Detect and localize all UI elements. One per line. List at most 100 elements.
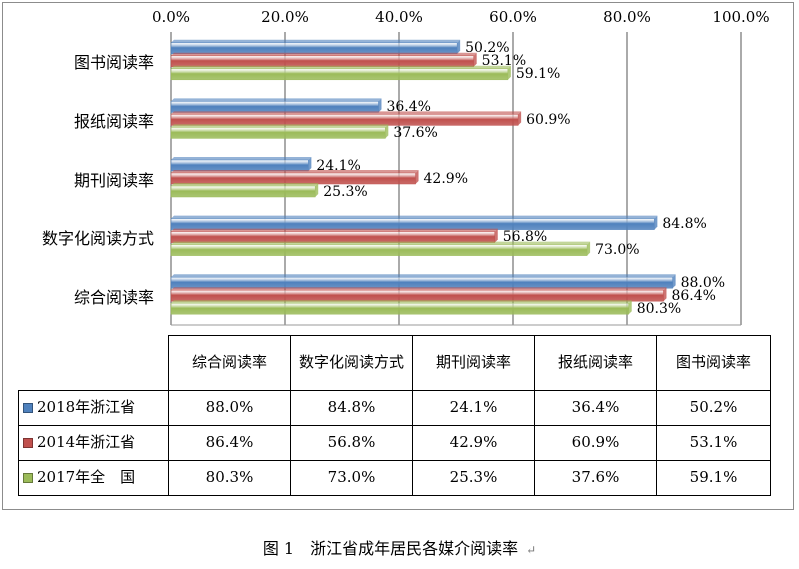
bar-1-0 (170, 55, 474, 68)
legend-entry-2018: 2018年浙江省 (18, 390, 169, 426)
legend-swatch-icon (23, 438, 33, 449)
data-table-col-header: 期刊阅读率 (412, 335, 535, 391)
bar-top-face (171, 274, 676, 278)
bar-end-face (308, 157, 312, 171)
data-table-cell: 53.1% (656, 425, 771, 461)
bar-2-0 (170, 68, 509, 81)
data-table-cell: 24.1% (412, 390, 535, 426)
x-tick-label: 0.0% (151, 8, 191, 26)
bar-value-label: 80.3% (636, 300, 682, 317)
data-table-cell: 60.9% (534, 425, 657, 461)
chart-frame (2, 2, 794, 510)
bar-end-face (654, 215, 658, 230)
data-table-corner (18, 335, 169, 391)
bar-0-2 (170, 159, 309, 172)
bar-top-face (171, 52, 477, 56)
bar-top-face (171, 287, 667, 291)
bar-end-face (315, 183, 319, 197)
bar-value-label: 25.3% (323, 183, 368, 200)
bar-top-face (171, 241, 591, 245)
bar-value-label: 88.0% (680, 274, 726, 291)
bar-end-face (518, 111, 522, 126)
bar-0-1 (170, 101, 379, 113)
bar-2-3 (170, 244, 588, 256)
data-table-cell: 37.6% (534, 460, 657, 496)
bar-2-2 (170, 185, 316, 198)
data-table-cell: 88.0% (168, 390, 291, 426)
caption-text: 图 1 浙江省成年居民各媒介阅读率 (262, 539, 519, 558)
bar-end-face (628, 300, 632, 315)
bar-top-face (171, 157, 312, 160)
y-axis-category-labels: 图书阅读率报纸阅读率期刊阅读率数字化阅读方式综合阅读率 (0, 0, 168, 330)
bar-top-face (171, 215, 658, 219)
bar-top-face (171, 65, 511, 69)
data-table-cell: 42.9% (412, 425, 535, 461)
bar-value-label: 37.6% (393, 124, 438, 141)
bar-end-face (494, 228, 498, 243)
bar-value-label: 56.8% (502, 229, 548, 246)
x-tick-label: 80.0% (603, 8, 651, 26)
bar-0-3 (170, 218, 655, 230)
bar-chart-plot (170, 32, 742, 326)
data-table-col-header: 数字化阅读方式 (290, 335, 413, 391)
bar-2-1 (170, 127, 386, 139)
category-label: 报纸阅读率 (73, 111, 154, 131)
bar-top-face (171, 124, 389, 128)
data-table-row: 2017年全 国 80.3% 73.0% 25.3% 37.6% 59.1% (18, 460, 771, 496)
bar-1-4 (170, 289, 664, 302)
bar-top-face (171, 98, 382, 102)
data-table-cell: 56.8% (290, 425, 413, 461)
data-table: 综合阅读率 数字化阅读方式 期刊阅读率 报纸阅读率 图书阅读率 2018年浙江省… (18, 335, 771, 496)
bar-end-face (587, 241, 591, 256)
data-table-header-row: 综合阅读率 数字化阅读方式 期刊阅读率 报纸阅读率 图书阅读率 (18, 335, 771, 391)
bar-value-label: 50.2% (465, 40, 510, 57)
bar-end-face (507, 65, 511, 80)
bar-value-label: 59.1% (515, 66, 561, 83)
legend-label: 2018年浙江省 (37, 398, 136, 417)
bar-end-face (473, 52, 477, 67)
data-table-cell: 84.8% (290, 390, 413, 426)
x-tick-label: 100.0% (712, 8, 770, 26)
legend-label: 2014年浙江省 (37, 433, 136, 452)
bar-1-2 (170, 172, 416, 185)
data-table-col-header: 综合阅读率 (168, 335, 291, 391)
legend-label: 2017年全 国 (37, 468, 136, 487)
category-label: 期刊阅读率 (73, 170, 154, 190)
data-table-cell: 36.4% (534, 390, 657, 426)
bar-value-label: 84.8% (662, 216, 707, 233)
data-table-col-header: 报纸阅读率 (534, 335, 657, 391)
x-axis-tick-labels: 0.0% 20.0% 40.0% 60.0% 80.0% 100.0% (0, 8, 799, 32)
bar-top-face (171, 39, 461, 43)
bar-2-4 (170, 302, 629, 315)
bar-end-face (457, 39, 461, 54)
legend-entry-2014: 2014年浙江省 (18, 425, 169, 461)
bar-1-1 (170, 114, 519, 126)
legend-entry-2017: 2017年全 国 (18, 460, 169, 496)
data-table-cell: 80.3% (168, 460, 291, 496)
data-table-row: 2018年浙江省 88.0% 84.8% 24.1% 36.4% 50.2% (18, 390, 771, 426)
bar-0-4 (170, 276, 673, 289)
data-table-cell: 86.4% (168, 425, 291, 461)
legend-swatch-icon (23, 473, 33, 484)
bar-end-face (385, 124, 389, 139)
bar-end-face (378, 98, 382, 113)
x-tick-label: 60.0% (489, 8, 537, 26)
x-tick-label: 20.0% (261, 8, 309, 26)
bar-top-face (171, 183, 319, 186)
x-tick-label: 40.0% (375, 8, 423, 26)
bar-top-face (171, 228, 498, 232)
data-table-cell: 25.3% (412, 460, 535, 496)
category-label: 综合阅读率 (73, 287, 154, 307)
bar-0-0 (170, 42, 458, 55)
data-table-cell: 73.0% (290, 460, 413, 496)
legend-swatch-icon (23, 403, 33, 414)
bar-end-face (663, 287, 667, 302)
bar-value-label: 60.9% (526, 111, 571, 128)
bar-end-face (672, 274, 676, 289)
bar-value-label: 36.4% (386, 98, 431, 115)
bar-value-label: 53.1% (481, 53, 527, 70)
bar-top-face (171, 170, 419, 173)
bar-value-label: 24.1% (316, 157, 361, 174)
category-label: 图书阅读率 (73, 53, 154, 73)
category-label: 数字化阅读方式 (41, 229, 154, 249)
